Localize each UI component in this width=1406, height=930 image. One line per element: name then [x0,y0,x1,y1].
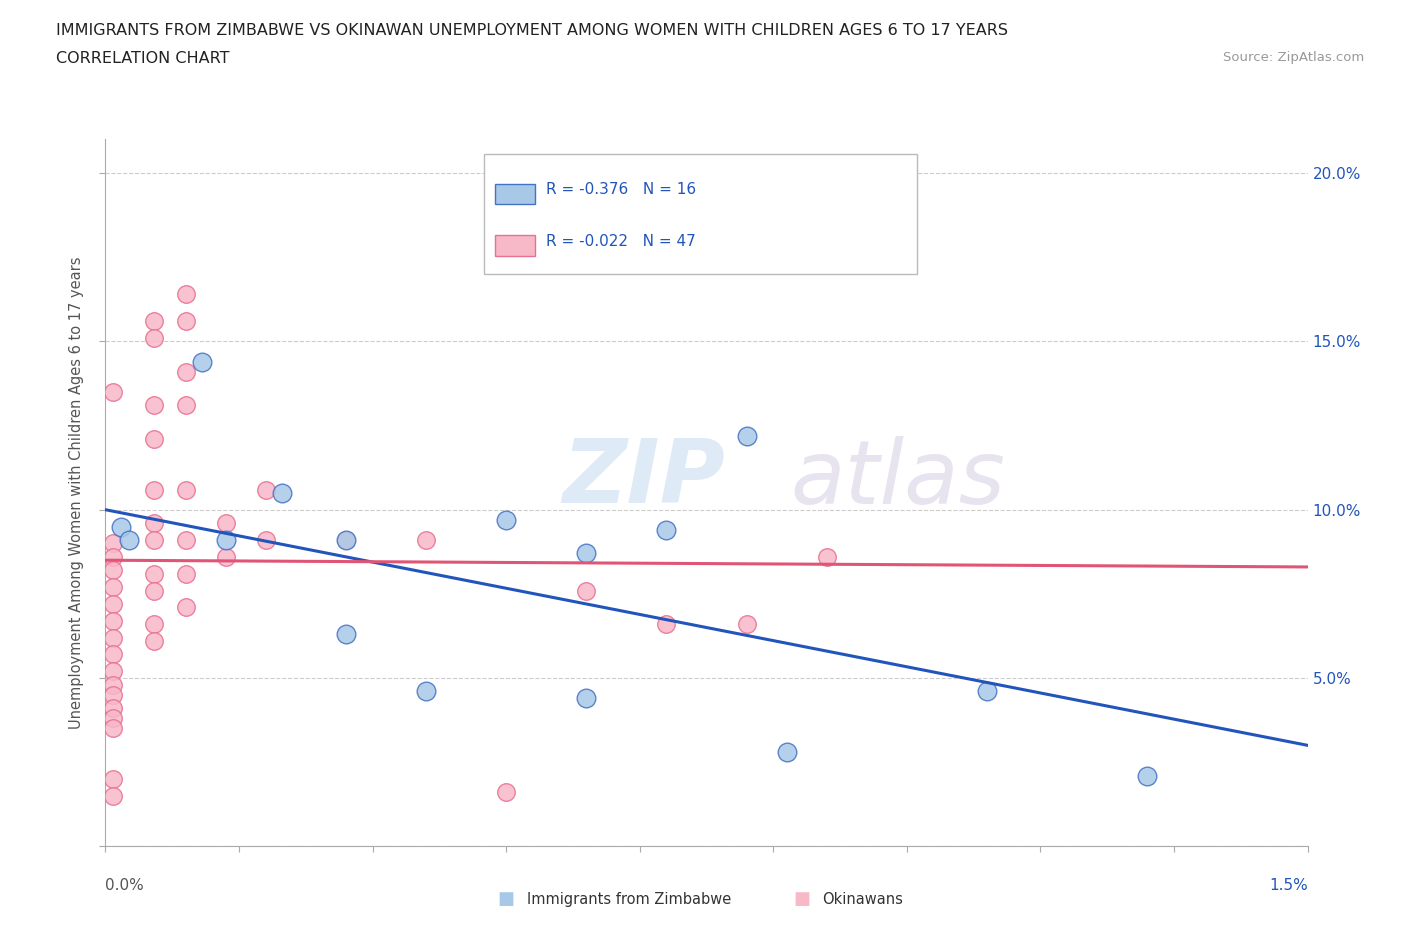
Point [174,533,197,548]
Point [103,721,125,736]
Point [142,617,165,631]
Point [976,684,998,699]
Text: ZIP: ZIP [562,435,725,523]
Point [415,684,437,699]
Point [174,313,197,328]
Point [118,533,141,548]
Point [495,512,517,527]
Point [415,533,437,548]
Point [103,596,125,611]
Text: IMMIGRANTS FROM ZIMBABWE VS OKINAWAN UNEMPLOYMENT AMONG WOMEN WITH CHILDREN AGES: IMMIGRANTS FROM ZIMBABWE VS OKINAWAN UNE… [56,23,1008,38]
Point [335,533,357,548]
Text: atlas: atlas [790,436,1005,522]
Point [103,772,125,787]
Point [103,631,125,645]
Point [142,432,165,446]
Point [174,566,197,581]
Point [214,516,236,531]
Point [142,331,165,346]
Point [103,563,125,578]
Point [103,647,125,662]
Text: Okinawans: Okinawans [823,892,904,907]
Point [174,398,197,413]
Text: 0.0%: 0.0% [105,878,145,893]
Point [103,614,125,629]
Point [142,516,165,531]
Point [103,579,125,594]
Point [174,286,197,301]
Point [103,550,125,565]
Text: Source: ZipAtlas.com: Source: ZipAtlas.com [1223,51,1364,64]
Point [174,365,197,379]
Point [815,550,838,565]
Text: 1.5%: 1.5% [1268,878,1308,893]
Point [735,428,758,443]
Point [335,533,357,548]
Text: Immigrants from Zimbabwe: Immigrants from Zimbabwe [527,892,731,907]
Point [655,617,678,631]
Point [142,398,165,413]
Point [103,789,125,804]
Point [142,482,165,497]
Point [254,533,277,548]
Point [575,691,598,706]
Point [735,617,758,631]
Text: R = -0.022   N = 47: R = -0.022 N = 47 [546,233,696,249]
Text: R = -0.376   N = 16: R = -0.376 N = 16 [546,182,696,197]
Point [103,687,125,702]
Point [495,785,517,800]
Point [776,745,799,760]
Point [103,701,125,716]
Point [103,536,125,551]
Point [174,600,197,615]
Point [335,627,357,642]
Text: ■: ■ [498,890,515,909]
Text: ■: ■ [793,890,810,909]
Point [103,677,125,692]
Point [1136,768,1159,783]
Point [174,482,197,497]
Point [214,550,236,565]
Point [575,583,598,598]
Point [142,583,165,598]
Point [142,313,165,328]
Point [254,482,277,497]
Point [142,633,165,648]
Point [655,523,678,538]
Point [103,711,125,725]
Point [142,533,165,548]
Point [270,485,292,500]
Point [110,519,132,534]
Point [142,566,165,581]
Text: CORRELATION CHART: CORRELATION CHART [56,51,229,66]
Y-axis label: Unemployment Among Women with Children Ages 6 to 17 years: Unemployment Among Women with Children A… [69,257,84,729]
Point [103,384,125,399]
Point [214,533,236,548]
Point [575,546,598,561]
Point [190,354,212,369]
Point [103,664,125,679]
